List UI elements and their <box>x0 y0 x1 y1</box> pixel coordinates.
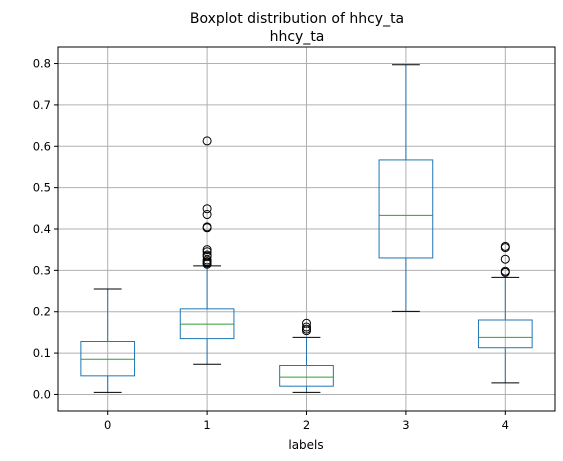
x-tick-label-4: 4 <box>502 418 509 432</box>
box-iqr-3 <box>378 159 434 259</box>
box-group-4 <box>477 241 533 384</box>
x-axis-label: labels <box>288 438 323 452</box>
y-tick-label-1: 0.1 <box>33 346 51 360</box>
outlier-1-1 <box>202 204 212 214</box>
y-axis-ticks: 0.0 0.1 0.2 0.3 0.4 0.5 0.6 0.7 0.8 <box>33 57 58 401</box>
outlier-2-0 <box>302 318 311 328</box>
box-group-0 <box>80 288 136 393</box>
x-axis-ticks: 0 1 2 3 4 <box>104 411 509 432</box>
box-iqr-0 <box>80 341 136 377</box>
box-iqr-4 <box>477 319 533 349</box>
x-tick-label-2: 2 <box>303 418 310 432</box>
y-tick-label-3: 0.3 <box>33 263 51 277</box>
box-group-1 <box>179 136 235 365</box>
outlier-1-2 <box>202 210 212 220</box>
box-group-2 <box>279 318 334 393</box>
box-series <box>80 64 533 393</box>
x-tick-label-0: 0 <box>104 418 111 432</box>
y-tick-label-2: 0.2 <box>33 305 51 319</box>
outlier-2-3 <box>302 326 311 336</box>
y-tick-label-4: 0.4 <box>33 222 51 236</box>
y-tick-label-0: 0.0 <box>33 387 51 401</box>
outlier-4-1 <box>500 243 510 253</box>
x-tick-label-1: 1 <box>203 418 210 432</box>
x-tick-label-3: 3 <box>402 418 409 432</box>
box-group-3 <box>378 64 434 312</box>
outlier-4-2 <box>500 254 510 264</box>
outlier-1-5 <box>202 245 212 255</box>
outlier-1-4 <box>202 223 212 233</box>
y-tick-label-6: 0.6 <box>33 139 51 153</box>
outlier-4-4 <box>500 267 510 277</box>
chart-subtitle: hhcy_ta <box>270 29 325 45</box>
outlier-2-1 <box>302 322 311 332</box>
y-tick-label-7: 0.7 <box>33 98 51 112</box>
box-iqr-2 <box>279 365 334 387</box>
outlier-1-12 <box>202 259 212 269</box>
y-tick-label-5: 0.5 <box>33 181 51 195</box>
outlier-1-0 <box>202 136 212 146</box>
chart-title: Boxplot distribution of hhcy_ta <box>190 11 404 27</box>
y-tick-label-8: 0.8 <box>33 57 51 71</box>
